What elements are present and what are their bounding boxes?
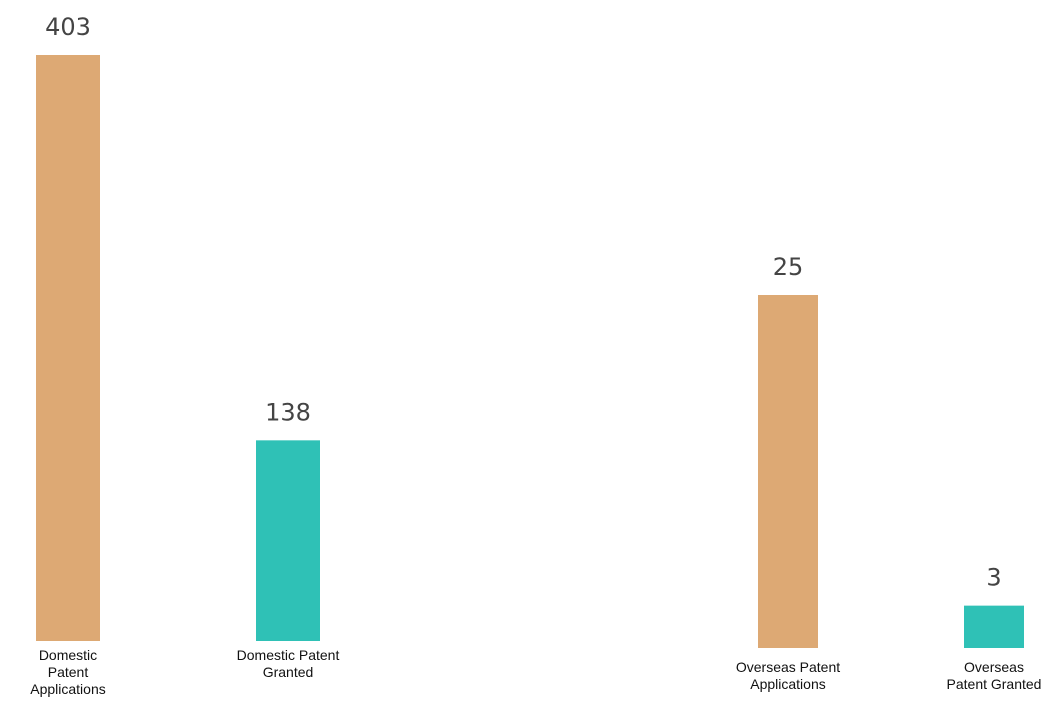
category-label: Overseas Patent — [736, 659, 840, 675]
bar-domestic-patent-applications — [36, 55, 100, 641]
category-label: Granted — [263, 664, 314, 680]
data-label: 138 — [265, 398, 311, 426]
data-label: 403 — [45, 13, 91, 41]
bar-overseas-patent-applications — [758, 295, 818, 648]
category-label: Applications — [30, 681, 106, 697]
bar-domestic-patent-granted — [256, 440, 320, 641]
category-label: Domestic Patent — [237, 647, 340, 663]
category-label: Applications — [750, 676, 826, 692]
data-label: 3 — [986, 564, 1001, 592]
bar-overseas-patent-granted — [964, 605, 1024, 648]
category-label: Domestic — [39, 647, 97, 663]
category-label: Patent Granted — [947, 676, 1042, 692]
category-label: Overseas — [964, 659, 1024, 675]
data-label: 25 — [773, 253, 804, 281]
category-label: Patent — [48, 664, 89, 680]
